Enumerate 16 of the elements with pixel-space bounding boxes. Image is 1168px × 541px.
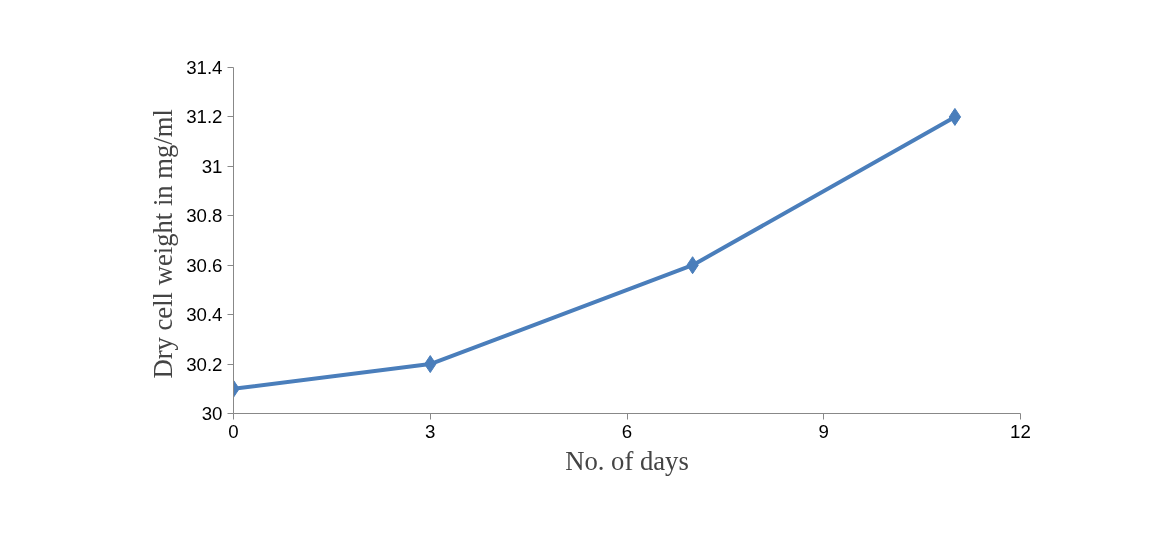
- point: [948, 107, 962, 126]
- x-tick-label: 6: [621, 420, 633, 442]
- y-tick-label: 30.8: [186, 205, 223, 227]
- y-axis-title: Dry cell weight in mg/ml: [148, 109, 179, 379]
- x-tick-label: 0: [228, 420, 239, 442]
- y-tick-label: 30.2: [186, 353, 223, 375]
- y-tick-label: 30.4: [186, 304, 223, 326]
- x-tick-label: 9: [818, 420, 829, 442]
- x-axis-title: No. of days: [565, 445, 689, 476]
- y-tick-label: 31: [201, 155, 223, 177]
- y-tick-label: 30.6: [186, 254, 223, 276]
- y-tick-label: 31.2: [186, 106, 223, 128]
- y-tick-label: 30: [201, 403, 223, 424]
- x-tick-label: 3: [425, 420, 436, 442]
- x-tick-label: 12: [1010, 420, 1031, 442]
- y-tick-label: 31.4: [186, 57, 223, 78]
